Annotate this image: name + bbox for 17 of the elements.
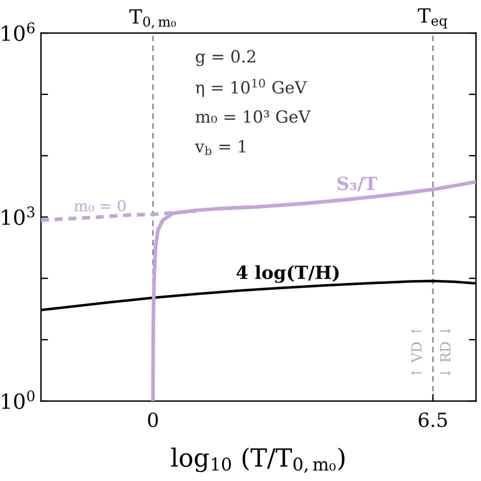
annotation: v$_{b}$ = 1 xyxy=(194,140,246,156)
series-label: S₃/T xyxy=(338,176,378,192)
y-tick-label: 10$^{3}$ xyxy=(2,206,34,226)
ref-line-label: T$_{0,m₀}$ xyxy=(129,9,176,28)
x-axis-title: log$_{10}$ (T/T$_{0,m₀}$) xyxy=(171,448,344,473)
x-tick-label: 0 xyxy=(148,412,158,428)
y-tick-label: 10$^{0}$ xyxy=(2,390,34,410)
y-tick-label: 10$^{6}$ xyxy=(2,22,35,42)
annotation: g = 0.2 xyxy=(196,50,256,66)
annotation: ↑ VD ↑ xyxy=(411,328,422,376)
annotation: η = 10$^{10}$ GeV xyxy=(196,78,307,97)
annotation: ↓ RD ↓ xyxy=(440,328,451,376)
annotation: m₀ = 10³ GeV xyxy=(196,110,311,123)
ref-line-label: T$_{eq}$ xyxy=(418,8,448,28)
series-label: m₀ = 0 xyxy=(74,200,126,212)
series-label: 4 log(T/H) xyxy=(236,265,339,283)
x-tick-label: 6.5 xyxy=(418,412,447,428)
